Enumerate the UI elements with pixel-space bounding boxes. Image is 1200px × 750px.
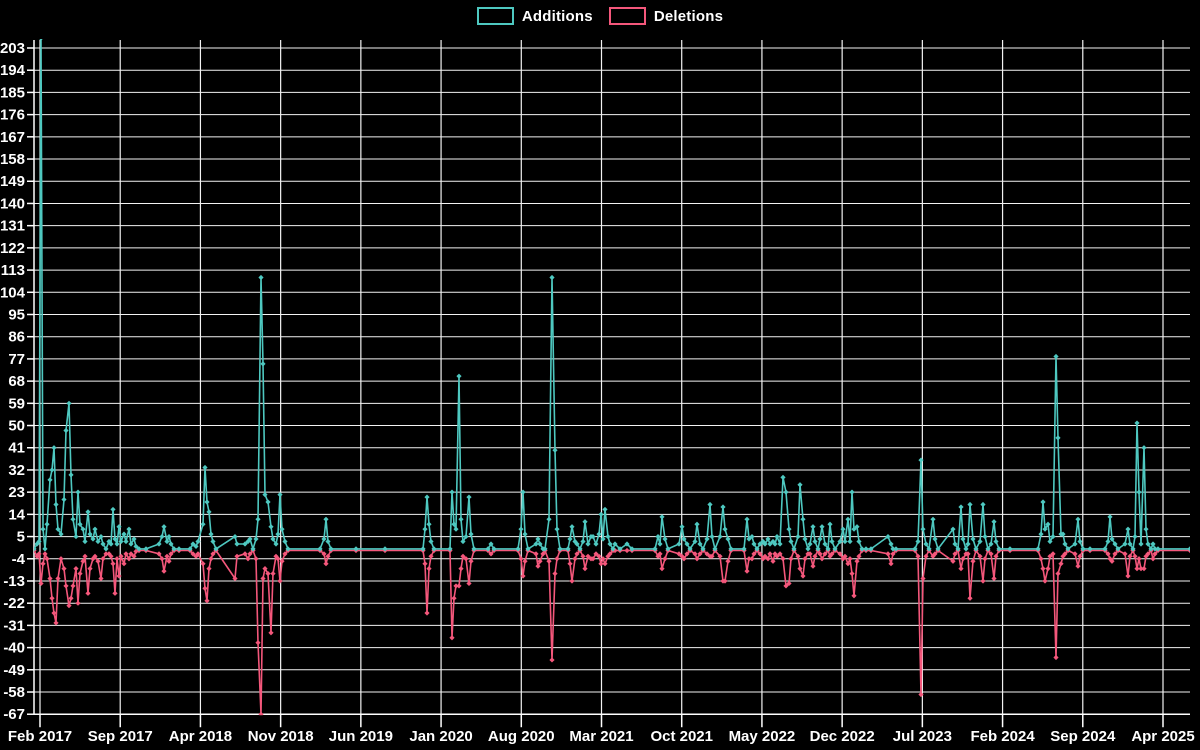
x-axis-tick-label: Feb 2024 [970,728,1035,745]
x-axis-tick-label: Apr 2018 [169,728,232,745]
legend-item-additions[interactable]: Additions [476,7,593,25]
x-axis-tick-label: Feb 2017 [8,728,72,745]
x-axis-tick-label: Sep 2024 [1050,728,1116,745]
x-axis-tick-label: Oct 2021 [650,728,713,745]
x-axis-tick-label: Sep 2017 [88,728,153,745]
legend-deletions-label: Deletions [653,7,724,25]
legend-item-deletions[interactable]: Deletions [608,7,724,25]
y-axis-tick-label: 113 [1,262,25,279]
y-axis-tick-label: 68 [8,373,25,390]
chart-legend: Additions Deletions [0,7,1200,25]
y-axis-tick-label: 59 [8,395,25,412]
deletions-series [34,547,1190,716]
y-axis-tick-label: 131 [0,218,25,235]
x-axis-tick-label: Jun 2019 [329,728,393,745]
x-axis-tick-label: Jan 2020 [409,728,472,745]
y-axis-tick-label: 77 [8,351,25,368]
y-axis-tick-label: -13 [3,573,25,590]
y-axis-tick-label: 167 [0,129,25,146]
x-axis-tick-label: Nov 2018 [248,728,314,745]
x-axis-tick-label: May 2022 [729,728,796,745]
y-axis-tick-label: -40 [3,640,25,657]
y-axis-tick-label: 203 [0,40,25,57]
y-axis-tick-label: -49 [3,662,25,679]
y-axis-tick-label: 176 [0,107,25,124]
y-axis-tick-label: 158 [0,151,25,168]
x-axis-tick-label: Apr 2025 [1131,728,1194,745]
y-axis-tick-label: 14 [8,506,25,523]
y-axis-tick-label: 5 [17,529,25,546]
y-axis-tick-label: 86 [8,329,25,346]
y-axis-tick-label: 122 [0,240,25,257]
y-axis-tick-label: 41 [8,440,25,457]
y-axis-tick-label: 50 [8,418,25,435]
legend-additions-label: Additions [521,7,593,25]
y-axis-tick-label: 185 [0,84,25,101]
y-axis-tick-label: 104 [0,284,26,301]
y-axis-tick-label: 140 [0,195,25,212]
additions-series [34,39,1190,552]
x-axis-tick-label: Jul 2023 [893,728,952,745]
y-axis-tick-label: 149 [0,173,25,190]
y-axis-tick-label: -31 [3,617,25,634]
y-axis-tick-label: 95 [8,306,25,323]
x-axis-tick-label: Dec 2022 [810,728,875,745]
y-axis-tick-label: 23 [8,484,25,501]
y-axis-tick-label: -67 [3,706,25,723]
additions-swatch-icon [476,7,514,25]
x-axis-tick-label: Aug 2020 [488,728,555,745]
x-axis-tick-label: Mar 2021 [569,728,633,745]
deletions-swatch-icon [608,7,646,25]
y-axis-tick-label: -22 [3,595,25,612]
y-axis-tick-label: -58 [3,684,25,701]
y-axis-tick-label: -4 [12,551,26,568]
y-axis-tick-label: 32 [8,462,25,479]
y-axis-tick-label: 194 [0,62,26,79]
